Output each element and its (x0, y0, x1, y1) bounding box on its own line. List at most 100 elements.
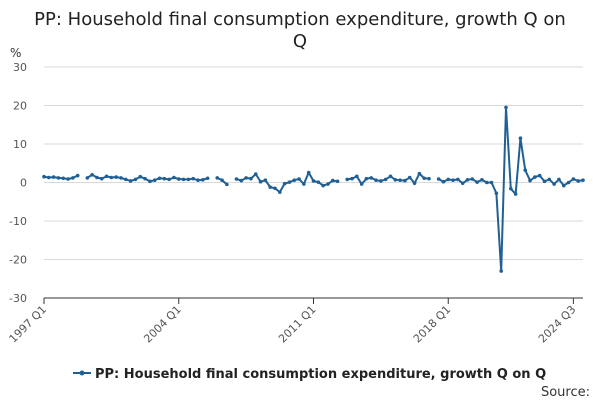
data-point (321, 183, 325, 188)
data-point (201, 178, 205, 182)
data-point (523, 168, 528, 172)
data-point (465, 178, 470, 182)
data-point (398, 178, 402, 182)
data-point (533, 175, 537, 179)
data-point (297, 177, 301, 181)
data-point (128, 179, 133, 183)
data-point (282, 181, 287, 186)
y-axis-unit: % (10, 46, 21, 60)
data-point (359, 182, 364, 186)
data-point (379, 179, 383, 183)
data-point (268, 185, 272, 189)
data-point (220, 178, 224, 182)
data-point (95, 175, 99, 180)
data-point (51, 175, 56, 179)
data-point (90, 173, 94, 177)
data-point (518, 136, 523, 141)
data-point (205, 176, 210, 181)
chart-title: PP: Household final consumption expendit… (34, 9, 566, 52)
data-point (412, 181, 417, 186)
data-point (85, 176, 90, 180)
x-tick-label: 2024 Q3 (536, 303, 579, 346)
data-point (355, 174, 359, 179)
y-tick-label: -10 (9, 215, 27, 228)
data-point (374, 178, 378, 182)
data-point (191, 176, 195, 181)
y-tick-label: 20 (13, 100, 27, 113)
data-point (124, 177, 128, 182)
legend: PP: Household final consumption expendit… (73, 367, 546, 382)
data-point (114, 175, 118, 179)
data-point (225, 182, 229, 187)
data-point (47, 175, 51, 180)
data-point (393, 178, 398, 182)
data-point (422, 176, 426, 181)
data-point (326, 182, 330, 186)
data-point (263, 178, 268, 182)
data-point (537, 173, 542, 178)
data-point (547, 177, 552, 182)
data-point (388, 174, 393, 179)
data-point (470, 177, 475, 181)
data-point (215, 176, 220, 180)
series-line-segment (236, 171, 338, 194)
y-tick-label: -20 (9, 254, 27, 267)
data-point (196, 178, 200, 182)
data-point (56, 176, 61, 180)
data-point (99, 176, 104, 181)
data-point (258, 179, 263, 184)
data-point (138, 174, 143, 179)
y-tick-labels: -30 -20 -10 0 10 20 30 (9, 61, 27, 305)
x-tick-label: 2011 Q1 (276, 303, 319, 346)
data-point (278, 190, 282, 194)
data-point (350, 176, 354, 181)
data-point (557, 177, 561, 182)
data-point (456, 177, 460, 182)
data-point (383, 177, 388, 182)
data-point (186, 177, 191, 182)
data-point (176, 177, 181, 181)
series-group (42, 105, 585, 273)
data-point (148, 179, 152, 184)
y-tick-label: 10 (13, 138, 27, 151)
data-point (104, 174, 109, 179)
data-point (249, 176, 253, 181)
data-point (489, 180, 494, 185)
data-point (475, 180, 479, 184)
data-point (407, 175, 412, 180)
data-point (504, 105, 508, 110)
data-point (157, 176, 162, 181)
data-point (42, 174, 46, 179)
data-point (460, 181, 465, 186)
data-point (566, 180, 571, 185)
x-tick-label: 2004 Q1 (141, 303, 184, 346)
y-tick-label: 0 (20, 177, 27, 190)
data-point (181, 177, 186, 182)
data-point (311, 179, 316, 183)
data-point (292, 178, 297, 182)
data-point (441, 179, 446, 184)
data-point (480, 178, 484, 182)
data-point (552, 182, 556, 186)
legend-marker (79, 370, 85, 376)
data-point (427, 176, 431, 181)
data-point (403, 178, 407, 183)
data-point (561, 183, 566, 188)
data-point (66, 177, 70, 181)
data-point (364, 176, 369, 181)
data-point (244, 176, 248, 180)
data-point (369, 176, 374, 180)
data-point (306, 170, 311, 175)
data-point (75, 173, 80, 178)
data-point (509, 186, 513, 191)
data-point (451, 178, 455, 182)
x-axis: 1997 Q1 2004 Q1 2011 Q1 2018 Q1 2024 Q3 (7, 297, 583, 346)
data-point (61, 176, 66, 181)
data-point (302, 182, 306, 186)
data-point (542, 179, 547, 184)
data-point (239, 178, 244, 183)
data-point (484, 180, 489, 185)
source-label: Source: (541, 385, 590, 400)
data-point (499, 269, 503, 273)
data-point (162, 176, 167, 181)
